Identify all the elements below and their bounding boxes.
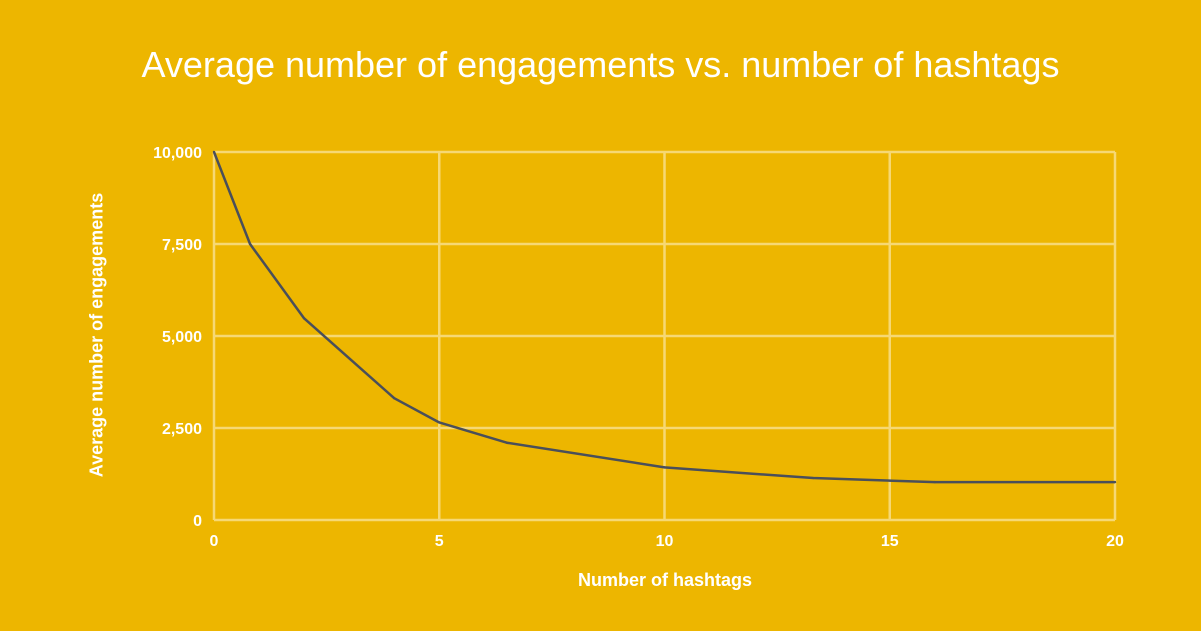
data-point [1113, 480, 1117, 484]
data-point [248, 242, 252, 246]
series-line [212, 151, 1115, 484]
y-tick-label: 7,500 [162, 237, 202, 254]
x-tick-label: 5 [435, 533, 444, 550]
x-tick-label: 20 [1106, 533, 1124, 550]
data-point [393, 396, 396, 400]
y-tick-label: 10,000 [153, 145, 202, 162]
x-axis-label: Number of hashtags [577, 570, 753, 590]
data-point [933, 480, 936, 484]
y-tick-label: 2,500 [162, 421, 202, 438]
data-point [663, 466, 666, 469]
y-tick-label: 5,000 [162, 329, 202, 346]
x-tick-label: 0 [210, 533, 219, 550]
data-point [212, 150, 216, 154]
y-tick-label: 0 [193, 513, 202, 530]
data-point [438, 421, 441, 424]
x-tick-label: 10 [656, 533, 674, 550]
data-point [811, 476, 815, 480]
chart-title: Average number of engagements vs. number… [141, 44, 1060, 85]
x-tick-label: 15 [881, 533, 899, 550]
data-point [302, 317, 306, 320]
data-point [505, 441, 509, 444]
